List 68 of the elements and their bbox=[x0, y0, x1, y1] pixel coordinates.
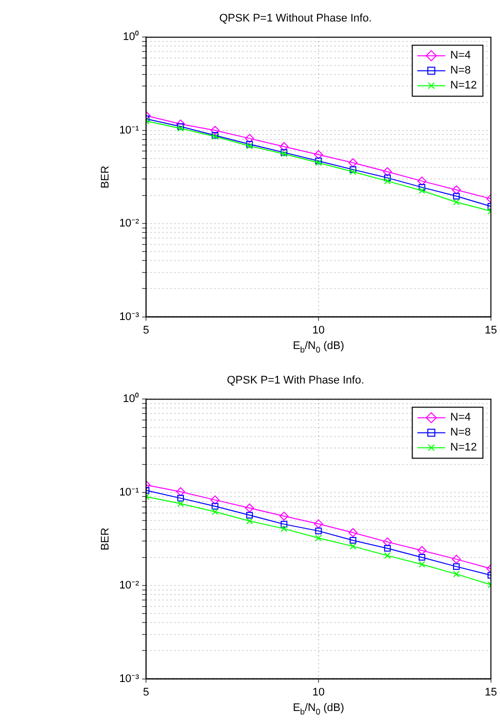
point bbox=[314, 519, 323, 528]
x-tick-label: 10 bbox=[312, 686, 325, 698]
point bbox=[348, 528, 358, 538]
x-tick-label: 15 bbox=[484, 324, 498, 336]
legend-label: N=8 bbox=[450, 426, 471, 439]
chart-title: QPSK P=1 With Phase Info. bbox=[226, 374, 364, 387]
point bbox=[315, 528, 322, 534]
point bbox=[453, 570, 460, 578]
legend-label: N=12 bbox=[450, 442, 477, 454]
x-tick-label: 5 bbox=[143, 324, 150, 336]
chart-title: QPSK P=1 Without Phase Info. bbox=[219, 12, 372, 25]
legend-label: N=4 bbox=[450, 412, 471, 424]
y-tick-label: 10⁻³ bbox=[119, 310, 140, 323]
point bbox=[350, 542, 356, 550]
y-tick-label: 10⁻² bbox=[119, 580, 140, 592]
point bbox=[382, 537, 392, 546]
point bbox=[417, 176, 426, 186]
point bbox=[418, 554, 426, 561]
point bbox=[384, 174, 391, 182]
point bbox=[245, 504, 254, 513]
x-tick-label: 15 bbox=[484, 686, 498, 698]
point bbox=[350, 537, 356, 544]
point bbox=[177, 494, 184, 502]
point bbox=[418, 184, 426, 191]
point bbox=[176, 487, 186, 496]
point bbox=[212, 502, 218, 510]
point bbox=[452, 185, 461, 194]
y-axis-title: BER bbox=[100, 166, 112, 188]
point bbox=[212, 508, 218, 516]
point bbox=[453, 198, 460, 206]
point bbox=[452, 554, 461, 564]
point bbox=[280, 512, 289, 521]
point bbox=[315, 534, 322, 542]
point bbox=[418, 561, 426, 568]
point bbox=[350, 168, 356, 176]
point bbox=[384, 178, 391, 184]
legend-label: N=8 bbox=[450, 64, 471, 77]
point bbox=[210, 495, 220, 504]
point bbox=[280, 142, 289, 152]
point bbox=[246, 512, 253, 518]
point bbox=[280, 520, 288, 528]
point bbox=[314, 150, 323, 160]
point bbox=[350, 166, 356, 173]
point bbox=[417, 546, 426, 556]
legend-label: N=4 bbox=[450, 50, 471, 62]
point bbox=[176, 120, 186, 129]
y-axis-title: BER bbox=[100, 528, 112, 550]
point bbox=[453, 192, 460, 200]
y-tick-label: 10⁰ bbox=[122, 392, 140, 406]
y-tick-label: 10⁻¹ bbox=[119, 124, 140, 136]
x-tick-label: 5 bbox=[143, 686, 150, 698]
point bbox=[382, 167, 392, 176]
y-tick-label: 10⁰ bbox=[122, 30, 140, 44]
y-tick-label: 10⁻³ bbox=[119, 672, 140, 685]
point bbox=[418, 187, 426, 194]
point bbox=[210, 126, 220, 135]
legend-label: N=12 bbox=[450, 80, 477, 92]
point bbox=[348, 158, 358, 168]
point bbox=[280, 525, 288, 532]
point bbox=[384, 552, 391, 559]
y-tick-label: 10⁻¹ bbox=[119, 486, 140, 498]
point bbox=[246, 518, 253, 524]
y-tick-label: 10⁻² bbox=[119, 218, 140, 230]
point bbox=[384, 545, 391, 552]
x-tick-label: 10 bbox=[312, 324, 325, 336]
point bbox=[245, 134, 254, 143]
point bbox=[177, 500, 184, 507]
point bbox=[453, 563, 460, 570]
